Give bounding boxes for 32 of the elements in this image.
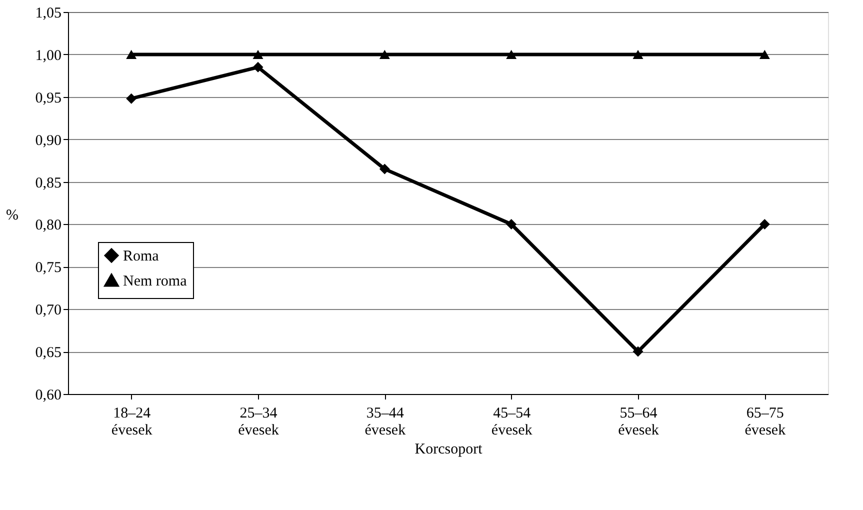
y-tick-label: 0,95: [35, 90, 62, 106]
x-tick-label: 18–24 évesek: [111, 406, 153, 438]
y-tick-label: 0,60: [35, 388, 62, 404]
y-tick-label: 0,65: [35, 345, 62, 362]
x-tick-label: 55–64 évesek: [618, 406, 660, 438]
point: [252, 62, 264, 72]
point: [379, 50, 390, 59]
point: [506, 50, 517, 59]
x-tick-label: 65–75 évesek: [744, 406, 786, 438]
point: [252, 50, 264, 59]
y-tick-label: 1,05: [35, 6, 62, 22]
x-tick-label: 45–54 évesek: [491, 406, 533, 438]
legend-label: Nem roma: [123, 274, 188, 290]
x-tick-label: 35–44 évesek: [364, 406, 406, 438]
point: [126, 93, 137, 104]
point: [759, 218, 770, 230]
y-tick-label: 1,00: [35, 48, 62, 64]
point: [506, 218, 517, 230]
y-tick-label: 0,70: [35, 302, 62, 319]
y-axis-title: %: [6, 208, 18, 224]
legend-label: Roma: [123, 248, 160, 264]
x-tick-label: 25–34 évesek: [238, 406, 280, 438]
point: [632, 50, 644, 59]
point: [126, 50, 137, 59]
y-tick-label: 0,85: [35, 175, 62, 192]
point: [632, 346, 644, 357]
point: [379, 164, 390, 174]
y-tick-label: 0,75: [35, 260, 62, 276]
point: [759, 50, 770, 59]
y-tick-label: 0,90: [35, 132, 62, 149]
y-tick-label: 0,80: [35, 218, 62, 234]
x-axis-title: Korcsoport: [414, 442, 484, 458]
